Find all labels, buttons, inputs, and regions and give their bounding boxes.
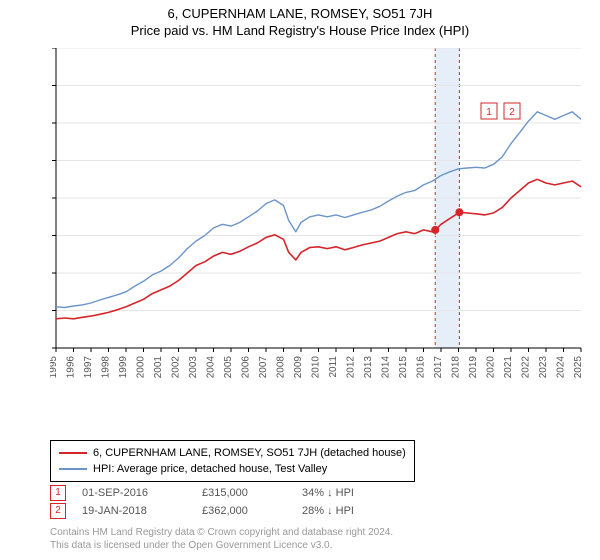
svg-text:2014: 2014 <box>381 356 392 379</box>
page-title-address: 6, CUPERNHAM LANE, ROMSEY, SO51 7JH <box>0 6 600 21</box>
svg-text:2000: 2000 <box>136 356 147 379</box>
sale-marker-1: 1 <box>50 485 66 501</box>
legend-label-hpi: HPI: Average price, detached house, Test… <box>93 461 327 477</box>
sale-price-2: £362,000 <box>202 505 302 517</box>
svg-text:2001: 2001 <box>153 356 164 379</box>
legend-label-price-paid: 6, CUPERNHAM LANE, ROMSEY, SO51 7JH (det… <box>93 445 406 461</box>
svg-text:2004: 2004 <box>206 356 217 379</box>
sale-date-2: 19-JAN-2018 <box>82 505 202 517</box>
svg-text:2021: 2021 <box>503 356 514 379</box>
svg-text:2024: 2024 <box>556 356 567 379</box>
page-title-subtitle: Price paid vs. HM Land Registry's House … <box>0 23 600 38</box>
footer-attribution: Contains HM Land Registry data © Crown c… <box>50 526 393 552</box>
sale-marker-2: 2 <box>50 503 66 519</box>
sale-pct-1: 34% ↓ HPI <box>302 487 402 499</box>
svg-text:2020: 2020 <box>486 356 497 379</box>
svg-text:2013: 2013 <box>363 356 374 379</box>
svg-text:1996: 1996 <box>66 356 77 379</box>
legend-row-hpi: HPI: Average price, detached house, Test… <box>59 461 406 477</box>
svg-text:2025: 2025 <box>573 356 584 379</box>
sale-pct-2: 28% ↓ HPI <box>302 505 402 517</box>
sale-date-1: 01-SEP-2016 <box>82 487 202 499</box>
svg-text:2009: 2009 <box>293 356 304 379</box>
svg-text:2022: 2022 <box>521 356 532 379</box>
svg-text:2005: 2005 <box>223 356 234 379</box>
chart-legend: 6, CUPERNHAM LANE, ROMSEY, SO51 7JH (det… <box>50 440 415 482</box>
svg-text:2015: 2015 <box>398 356 409 379</box>
svg-text:2011: 2011 <box>328 356 339 378</box>
sale-price-1: £315,000 <box>202 487 302 499</box>
legend-row-price-paid: 6, CUPERNHAM LANE, ROMSEY, SO51 7JH (det… <box>59 445 406 461</box>
svg-text:2023: 2023 <box>538 356 549 379</box>
svg-text:2002: 2002 <box>171 356 182 379</box>
svg-text:1998: 1998 <box>101 356 112 379</box>
svg-text:2: 2 <box>509 107 515 118</box>
svg-text:2003: 2003 <box>188 356 199 379</box>
legend-swatch-hpi <box>59 468 87 470</box>
svg-text:2006: 2006 <box>241 356 252 379</box>
svg-text:2016: 2016 <box>416 356 427 379</box>
svg-text:1999: 1999 <box>118 356 129 379</box>
footer-line1: Contains HM Land Registry data © Crown c… <box>50 526 393 539</box>
svg-text:2018: 2018 <box>451 356 462 379</box>
chart-svg: £0£100K£200K£300K£400K£500K£600K£700K£80… <box>50 48 585 408</box>
svg-text:2012: 2012 <box>346 356 357 379</box>
legend-swatch-price-paid <box>59 452 87 454</box>
sale-row-2: 2 19-JAN-2018 £362,000 28% ↓ HPI <box>50 502 402 520</box>
svg-text:2007: 2007 <box>258 356 269 379</box>
sales-table: 1 01-SEP-2016 £315,000 34% ↓ HPI 2 19-JA… <box>50 484 402 520</box>
sale-row-1: 1 01-SEP-2016 £315,000 34% ↓ HPI <box>50 484 402 502</box>
svg-text:2017: 2017 <box>433 356 444 379</box>
svg-text:1: 1 <box>486 107 492 118</box>
svg-text:1997: 1997 <box>83 356 94 379</box>
svg-text:1995: 1995 <box>50 356 59 379</box>
footer-line2: This data is licensed under the Open Gov… <box>50 539 393 552</box>
price-chart: £0£100K£200K£300K£400K£500K£600K£700K£80… <box>50 48 585 408</box>
svg-text:2010: 2010 <box>311 356 322 379</box>
svg-text:2019: 2019 <box>468 356 479 379</box>
svg-text:2008: 2008 <box>276 356 287 379</box>
